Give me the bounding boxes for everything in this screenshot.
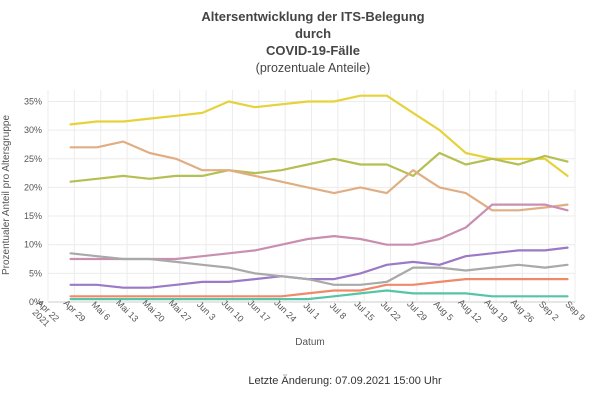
series-line-2: [69, 151, 569, 183]
x-tick-label: Jul 8: [328, 301, 349, 322]
y-tick-label: 5%: [29, 268, 42, 278]
y-tick-label: 0%: [29, 297, 42, 307]
y-tick-label: 30%: [24, 125, 42, 135]
x-tick-label: Jun 3: [195, 300, 218, 323]
y-tick-label: 35%: [24, 96, 42, 106]
series-line-3: [69, 140, 569, 212]
x-tick-label: Aug 5: [432, 299, 456, 323]
x-tick-label: Jul 1: [301, 301, 322, 322]
series-line-5: [69, 246, 569, 289]
series-line-4: [69, 203, 569, 261]
x-tick-label: Sep 9: [563, 299, 587, 323]
svg-text:Aug 5: Aug 5: [432, 299, 456, 323]
last-updated-text: Letzte Änderung: 07.09.2021 15:00 Uhr: [248, 375, 442, 387]
series-line-7: [69, 278, 569, 298]
y-tick-label: 20%: [24, 182, 42, 192]
x-tick-label: Mai 6: [90, 300, 113, 323]
svg-text:Sep 2: Sep 2: [537, 299, 561, 323]
series-line-8: [69, 289, 569, 301]
y-axis-title: Prozentualer Anteil pro Altersgruppe: [1, 115, 12, 276]
svg-text:Sep 9: Sep 9: [563, 299, 587, 323]
y-axis: 0% 5% 10% 15% 20% 25% 30% 35%: [24, 96, 42, 307]
svg-text:Jun 3: Jun 3: [195, 300, 218, 323]
svg-text:Jul 1: Jul 1: [301, 301, 322, 322]
chart-subtitle: (prozentuale Anteile): [256, 61, 371, 75]
svg-text:Jul 8: Jul 8: [328, 301, 349, 322]
series-group: [69, 94, 569, 301]
y-tick-label: 25%: [24, 154, 42, 164]
svg-text:Mai 6: Mai 6: [90, 300, 113, 323]
chart-title-line-1: Altersentwicklung der ITS-Belegung: [201, 9, 424, 24]
series-line-6: [69, 252, 569, 286]
y-tick-label: 10%: [24, 240, 42, 250]
chart-title-line-3: COVID-19-Fälle: [266, 43, 360, 58]
series-line-1: [69, 94, 569, 177]
chart-title-line-2: durch: [295, 26, 331, 41]
y-tick-label: 15%: [24, 211, 42, 221]
x-axis-title: Datum: [295, 337, 324, 348]
x-tick-label: Sep 2: [537, 299, 561, 323]
